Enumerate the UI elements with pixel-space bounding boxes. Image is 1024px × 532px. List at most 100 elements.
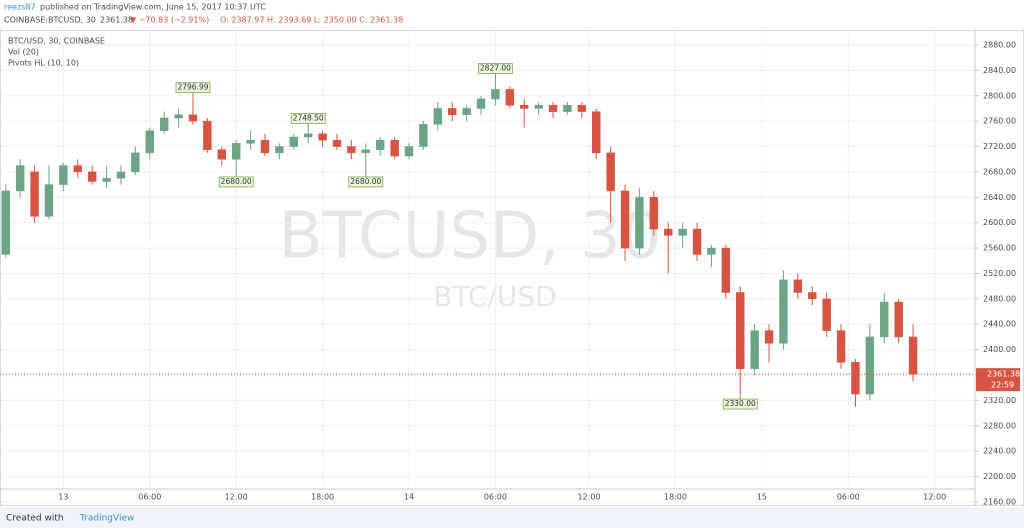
candle-body xyxy=(145,130,154,154)
candle-body xyxy=(779,279,788,344)
x-tick-label: 12:00 xyxy=(578,493,601,502)
candle-body xyxy=(534,105,543,109)
last-price-box xyxy=(976,368,1020,392)
pivot-box xyxy=(218,176,254,188)
candle-body xyxy=(404,146,414,157)
candle-body xyxy=(793,279,803,293)
candle-body xyxy=(678,228,687,236)
x-tick-label: 12:00 xyxy=(923,493,946,502)
candle-body xyxy=(1,190,10,255)
y-tick-label: 2240.00 xyxy=(983,447,1016,456)
x-tick-label: 06:00 xyxy=(138,493,161,502)
candle-body xyxy=(116,171,126,179)
y-tick-label: 2760.00 xyxy=(983,117,1016,126)
candle-body xyxy=(303,133,313,138)
y-tick-label: 2520.00 xyxy=(983,269,1016,278)
candle-body xyxy=(433,108,443,125)
candle-body xyxy=(462,108,471,116)
y-tick-label: 2840.00 xyxy=(983,66,1016,75)
candle-body xyxy=(649,197,659,230)
countdown: 22:59 xyxy=(991,381,1014,390)
candle-body xyxy=(736,292,745,369)
candle-body xyxy=(131,152,140,173)
candle-body xyxy=(15,165,25,192)
pivot-label: 2827.00 xyxy=(480,64,511,73)
y-tick-label: 2280.00 xyxy=(983,421,1016,430)
candle-body xyxy=(592,111,601,154)
candle-body xyxy=(102,178,111,182)
footer xyxy=(0,508,1024,528)
candle-body xyxy=(721,247,731,293)
x-tick-label: 14 xyxy=(404,493,414,502)
published: published on TradingView.com, June 15, 2… xyxy=(40,3,266,12)
candle-body xyxy=(289,136,299,147)
pivot-box xyxy=(348,176,384,188)
user[interactable]: reezs87 xyxy=(4,3,36,12)
candle-body xyxy=(318,133,327,141)
candle-body xyxy=(390,139,399,157)
y-tick-label: 2160.00 xyxy=(983,497,1016,506)
candle-body xyxy=(764,330,774,344)
pivot-box xyxy=(722,398,758,410)
candle-body xyxy=(174,114,183,119)
candle-body xyxy=(808,292,817,300)
candle-body xyxy=(692,228,702,255)
ohlc: O: 2387.97 H: 2393.69 L: 2350.00 C: 2361… xyxy=(220,16,403,25)
legend-entry: Pivots HL (10, 10) xyxy=(8,59,79,68)
candle-body xyxy=(822,298,831,331)
pivot-label: 2680.00 xyxy=(350,177,381,186)
candle-body xyxy=(203,120,212,150)
candle-body xyxy=(836,330,846,363)
x-tick-label: 06:00 xyxy=(837,493,860,502)
y-tick-label: 2880.00 xyxy=(983,40,1016,49)
pivot-label: 2748.50 xyxy=(293,113,324,122)
candle-body xyxy=(606,152,615,192)
y-tick-label: 2560.00 xyxy=(983,244,1016,253)
pivot-box xyxy=(290,113,326,124)
legend-entry: BTC/USD, 30, COINBASE xyxy=(8,37,105,46)
y-tick-label: 2200.00 xyxy=(983,472,1016,481)
candle-body xyxy=(577,105,587,112)
candle-body xyxy=(73,165,82,173)
x-tick-label: 13 xyxy=(58,493,68,502)
candle-body xyxy=(851,362,860,395)
candle-body xyxy=(347,146,356,154)
x-tick-label: 15 xyxy=(757,493,767,502)
candle-body xyxy=(880,301,889,338)
y-tick-label: 2680.00 xyxy=(983,167,1016,176)
footer-brand[interactable]: TradingView xyxy=(79,514,134,524)
candle-body xyxy=(231,143,241,160)
candle-body xyxy=(505,89,515,106)
candle-body xyxy=(476,98,486,109)
candle-body xyxy=(894,301,903,338)
candle-body xyxy=(520,105,529,109)
footer-created: Created with xyxy=(6,514,64,524)
y-tick-label: 2440.00 xyxy=(983,320,1016,329)
candle-body xyxy=(188,114,198,122)
candle-body xyxy=(361,149,371,154)
candle-body xyxy=(217,149,226,160)
y-tick-label: 2600.00 xyxy=(983,218,1016,227)
legend-entry: Vol (20) xyxy=(8,48,39,57)
change: ▼ −70.83 (−2.91%) xyxy=(130,16,209,25)
candle-body xyxy=(246,139,255,144)
price: 2361.38 xyxy=(100,16,133,25)
pivot-box xyxy=(175,82,211,94)
y-tick-label: 2720.00 xyxy=(983,142,1016,151)
candle-body xyxy=(448,108,457,116)
pivot-label: 2796.99 xyxy=(177,83,208,92)
x-tick-label: 06:00 xyxy=(484,493,507,502)
candle-body xyxy=(332,139,342,147)
candle-body xyxy=(491,89,500,100)
candle-body xyxy=(375,139,385,150)
candle-body xyxy=(419,124,428,147)
y-tick-label: 2400.00 xyxy=(983,345,1016,354)
candle-body xyxy=(44,184,54,217)
candle-body xyxy=(30,171,39,217)
candle-body xyxy=(865,336,875,395)
candle-body xyxy=(635,197,644,249)
candle-body xyxy=(620,190,630,249)
